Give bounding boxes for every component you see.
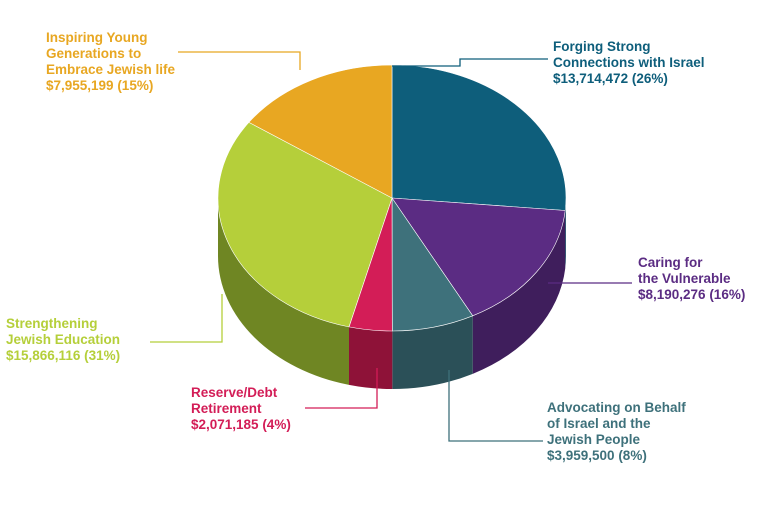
pie-top-faces <box>217 64 567 332</box>
pie-side-4 <box>218 198 349 385</box>
slice-label-2: Advocating on Behalf of Israel and the Jew… <box>547 400 686 463</box>
leader-line-2 <box>448 370 543 442</box>
pie-slice-4 <box>217 121 393 328</box>
pie-side-1 <box>472 210 566 374</box>
slice-label-5: Inspiring Young Generations to Embrace Jew… <box>46 30 176 93</box>
pie-side-0 <box>565 198 566 269</box>
slice-label-line: Forging Strong <box>553 39 650 54</box>
slice-label-line: of Israel and the <box>547 416 651 431</box>
slice-label-line: the Vulnerable <box>638 271 731 286</box>
slice-label-line: Connections with Israel <box>553 55 705 70</box>
slice-label-0: Forging Strong Connections with Israel $13… <box>553 39 705 86</box>
slice-label-line: Jewish Education <box>6 332 120 347</box>
slice-label-line: Strengthening <box>6 316 98 331</box>
slice-label-line: $15,866,116 (31%) <box>6 348 120 363</box>
slice-label-line: $2,071,185 (4%) <box>191 417 291 432</box>
pie-slice-0 <box>391 64 567 211</box>
slice-label-line: Retirement <box>191 401 262 416</box>
slice-label-line: Advocating on Behalf <box>547 400 686 415</box>
leader-line-3 <box>305 368 378 409</box>
slice-label-line: $13,714,472 (26%) <box>553 71 668 86</box>
pie-side-3 <box>348 326 393 389</box>
slice-label-line: $7,955,199 (15%) <box>46 78 153 93</box>
slice-label-3: Reserve/Debt Retirement $2,071,185 (4%) <box>191 385 291 432</box>
slice-label-line: Embrace Jewish life <box>46 62 176 77</box>
slice-label-line: Generations to <box>46 46 141 61</box>
leader-line-5 <box>178 51 301 70</box>
pie-side-walls <box>218 198 566 389</box>
slice-label-line: Inspiring Young <box>46 30 148 45</box>
slice-label-4: Strengthening Jewish Education $15,866,116… <box>6 316 120 363</box>
pie-side-2 <box>392 315 473 389</box>
leader-line-0 <box>392 58 548 67</box>
pie-slice-1 <box>391 197 566 317</box>
slice-label-line: Caring for <box>638 255 703 270</box>
leader-line-4 <box>150 294 223 343</box>
pie-slice-5 <box>248 64 393 199</box>
slice-label-line: $8,190,276 (16%) <box>638 287 745 302</box>
slice-label-1: Caring for the Vulnerable $8,190,276 (16%) <box>638 255 745 302</box>
slice-labels: Forging Strong Connections with Israel $13… <box>6 30 745 463</box>
slice-label-line: Jewish People <box>547 432 641 447</box>
slice-label-line: $3,959,500 (8%) <box>547 448 647 463</box>
slice-label-line: Reserve/Debt <box>191 385 278 400</box>
